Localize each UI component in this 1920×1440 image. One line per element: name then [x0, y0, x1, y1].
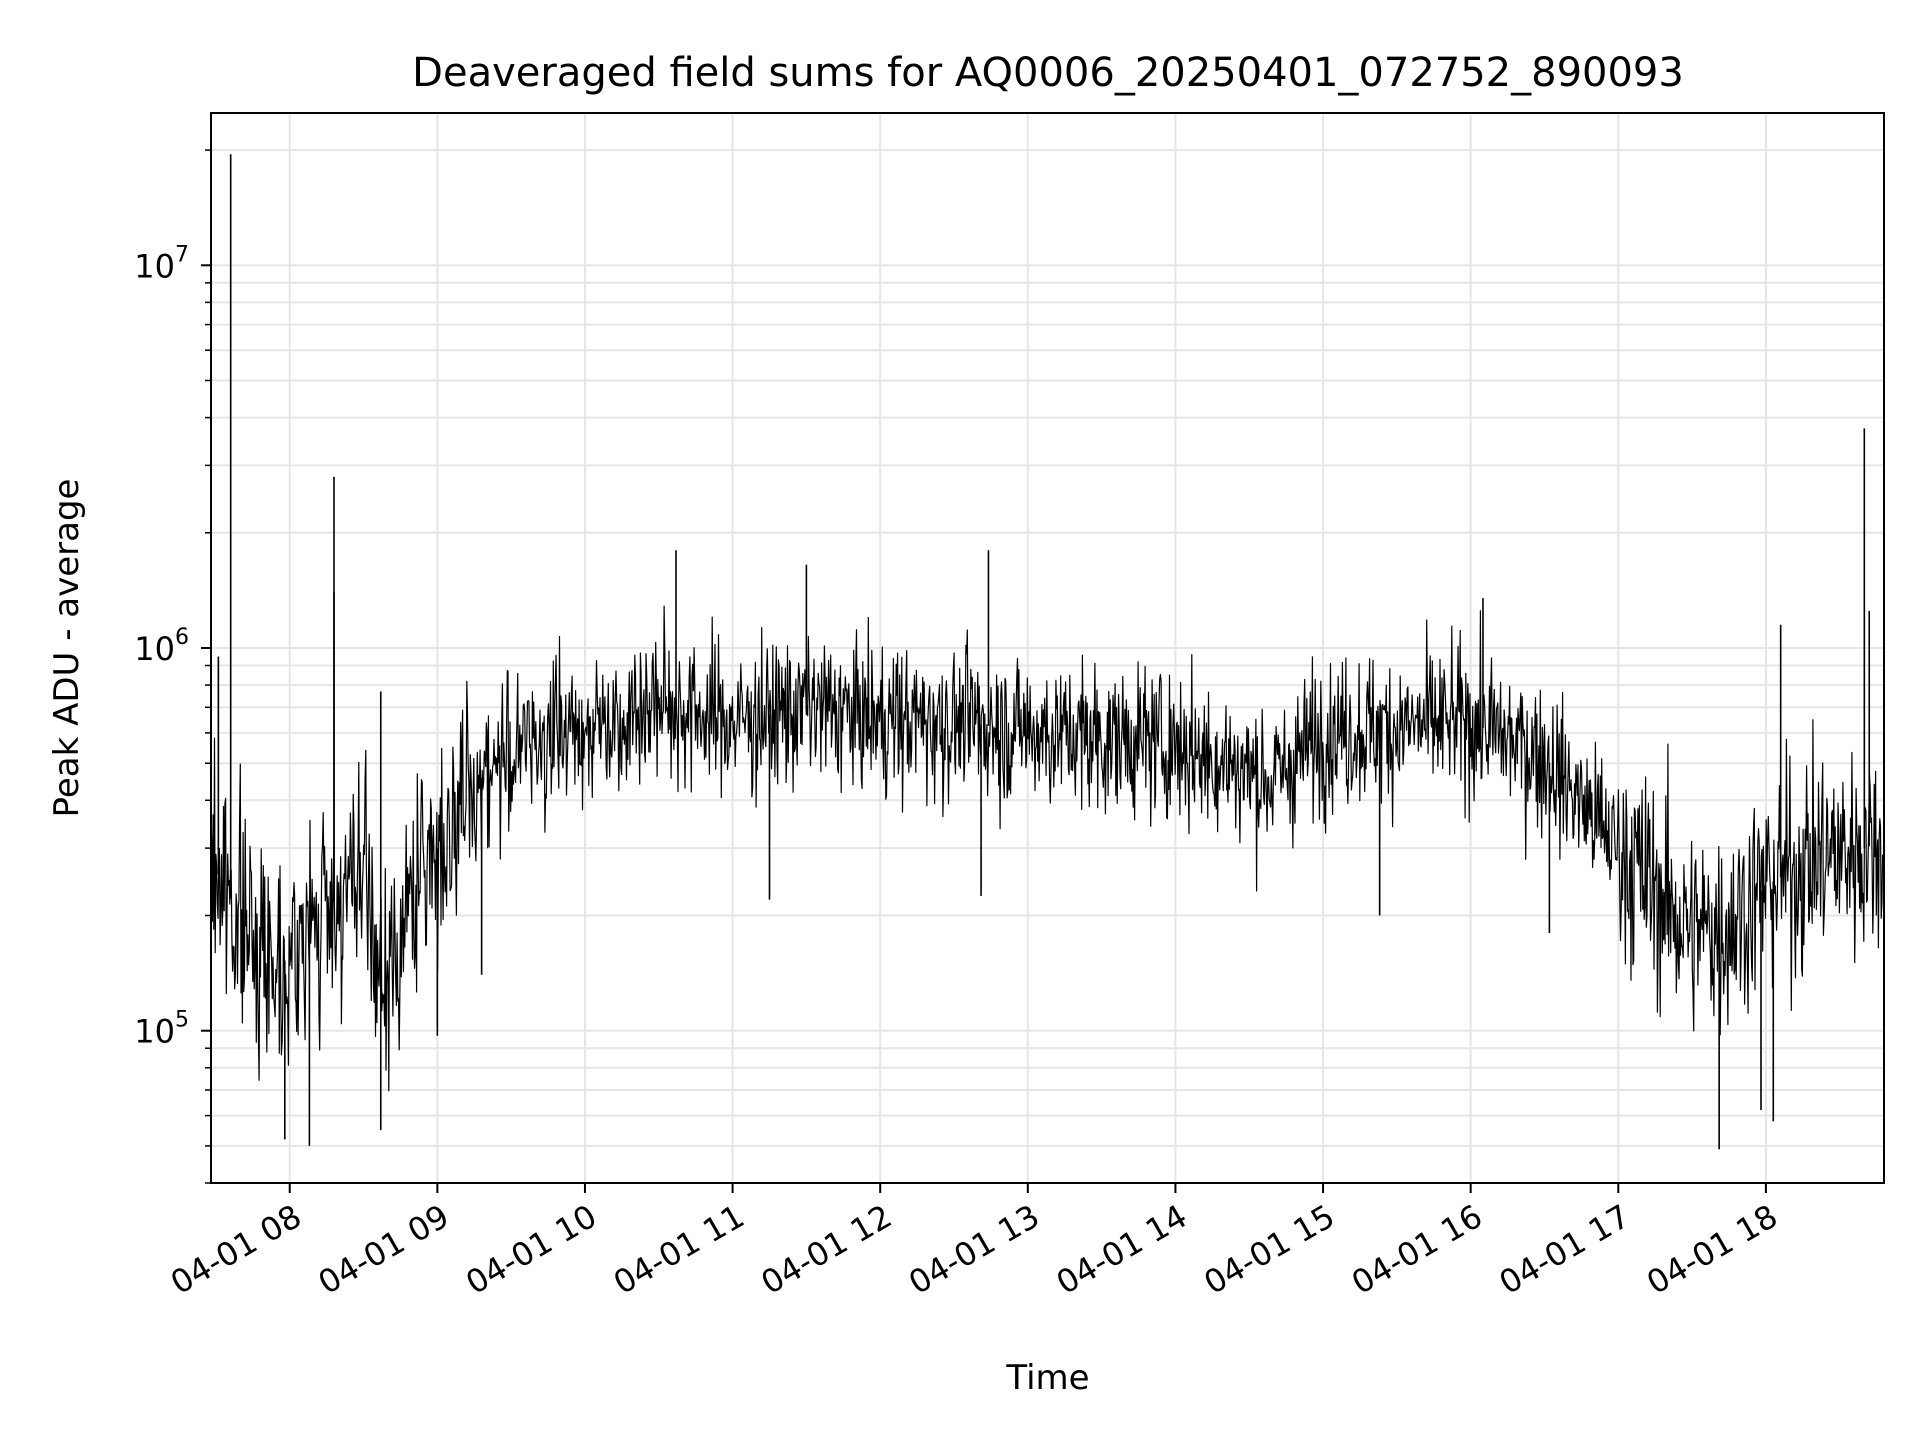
x-tick-label: 04-01 11: [607, 1197, 751, 1302]
x-tick-label: 04-01 15: [1197, 1197, 1341, 1302]
x-tick-label: 04-01 13: [902, 1197, 1046, 1302]
y-tick-label: 107: [134, 242, 189, 285]
series-line: [210, 605, 1885, 1092]
x-tick-label: 04-01 09: [312, 1197, 456, 1302]
x-tick-label: 04-01 18: [1640, 1197, 1784, 1302]
x-tick-label: 04-01 16: [1345, 1197, 1489, 1302]
x-tick-label: 04-01 14: [1050, 1197, 1194, 1302]
data-series: [210, 154, 1885, 1150]
x-axis: 04-01 08 04-01 09 04-01 10 04-01 11 04-01 12…: [164, 1183, 1784, 1302]
x-tick-label: 04-01 17: [1493, 1197, 1637, 1302]
x-tick-label: 04-01 12: [755, 1197, 899, 1302]
x-axis-title: Time: [1005, 1358, 1089, 1398]
y-axis-title: Peak ADU - average: [47, 479, 87, 818]
gridlines: [211, 113, 1884, 1184]
y-tick-label: 106: [134, 625, 189, 668]
y-tick-label: 105: [134, 1008, 189, 1051]
chart-title: Deaveraged field sums for AQ0006_2025040…: [412, 50, 1684, 96]
x-tick-label: 04-01 10: [459, 1197, 603, 1302]
y-axis: 105 106 107: [134, 149, 211, 1184]
x-tick-label: 04-01 08: [164, 1197, 308, 1302]
